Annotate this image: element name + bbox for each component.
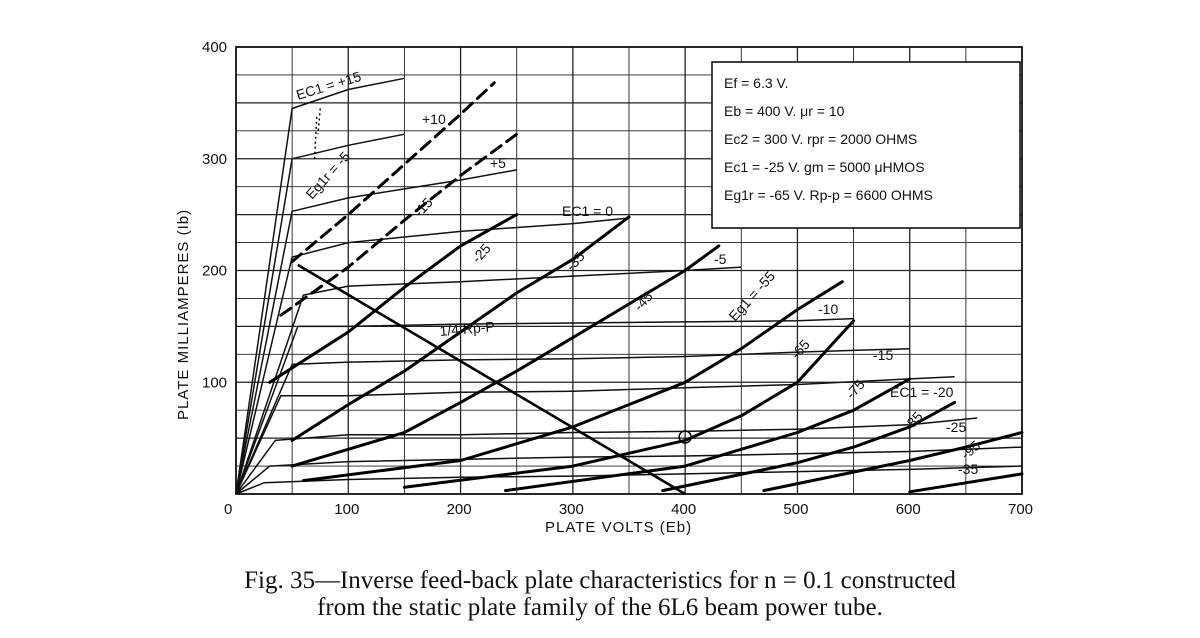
label-plus10: +10 [422, 111, 446, 127]
info-line-4: Ec1 = -25 V. gm = 5000 μHMOS [724, 159, 925, 175]
label-ec1-minus20: EC1 = -20 [890, 384, 954, 400]
info-box: Ef = 6.3 V. Eb = 400 V. μr = 10 Ec2 = 30… [711, 61, 1021, 229]
operating-point-marker [678, 430, 692, 444]
feedback-grid-curve [661, 400, 957, 493]
y-tick-label: 300 [202, 151, 227, 168]
feedback-grid-curve [290, 81, 496, 264]
plate-curve [235, 217, 630, 495]
feedback-grid-curve [402, 319, 856, 489]
load-line [297, 263, 686, 496]
plate-curve [235, 417, 978, 495]
info-line-5: Eg1r = -65 V. Rp-p = 6600 OHMS [724, 187, 933, 203]
label-ec1-plus15: EC1 = +15 [294, 68, 363, 103]
plate-curve [235, 169, 517, 495]
label-grid-minus45: -45 [630, 288, 656, 314]
plate-curve [235, 133, 405, 495]
feedback-grid-curve [504, 377, 912, 493]
y-tick-label: 200 [202, 263, 227, 280]
x-tick-label: 0 [224, 501, 232, 518]
label-ec1-0: EC1 = 0 [562, 203, 613, 219]
plot-frame [235, 46, 1023, 495]
feedback-grid-curve [301, 280, 844, 483]
plate-curve [235, 77, 405, 495]
label-minus10: -10 [818, 301, 838, 317]
figure-caption-line-2: from the static plate family of the 6L6 … [317, 594, 883, 621]
feedback-grid-curve [908, 472, 1024, 494]
plate-curve [235, 465, 1023, 495]
label-minus5: -5 [714, 251, 727, 267]
dotted-transition [313, 114, 318, 159]
axes [235, 46, 1023, 495]
plate-characteristics-chart: 0 100 200 300 400 500 600 700 100 200 300 400 PLATE… [175, 39, 1033, 536]
plate-curve [235, 347, 910, 495]
x-axis-label: PLATE VOLTS (Eb) [545, 519, 692, 536]
dotted-arrow [317, 108, 321, 135]
y-tick-label: 100 [202, 374, 227, 391]
x-tick-label: 700 [1008, 501, 1033, 518]
feedback-grid-curve [762, 431, 1024, 493]
figure-caption-line-1: Fig. 35—Inverse feed-back plate characte… [244, 567, 956, 594]
label-minus25: -25 [946, 419, 966, 435]
plate-curve [235, 375, 955, 495]
label-grid-minus65: -65 [787, 336, 813, 362]
label-grid-minus25: -25 [468, 240, 494, 266]
label-eg1-minus55: Eg1 = -55 [725, 268, 778, 324]
label-minus15: -15 [873, 347, 893, 363]
y-axis-label: PLATE MILLIAMPERES (Ib) [175, 209, 192, 420]
feedback-grid-curve [290, 215, 631, 442]
info-line-2: Eb = 400 V. μr = 10 [724, 103, 845, 119]
x-tick-label: 600 [896, 501, 921, 518]
x-tick-label: 500 [783, 501, 808, 518]
feedback-grid-curve [290, 244, 721, 468]
info-line-3: Ec2 = 300 V. rpr = 2000 OHMS [724, 131, 917, 147]
feedback-grid-curve [279, 132, 519, 317]
label-eg1r-minus5: Eg1r = -5 [302, 148, 353, 202]
x-tick-label: 400 [671, 501, 696, 518]
x-tick-label: 300 [559, 501, 584, 518]
info-line-1: Ef = 6.3 V. [724, 75, 788, 91]
chart-extras [297, 108, 692, 496]
label-grid-minus95: -95 [958, 437, 984, 462]
label-minus35: -35 [958, 461, 978, 477]
feedback-grid-curve [268, 213, 519, 384]
label-plus5: +5 [490, 155, 506, 171]
y-tick-label: 400 [202, 39, 227, 56]
label-rpp: 1/4 Rp-P [439, 318, 495, 339]
feedback-grid-curves [268, 81, 1024, 494]
label-grid-minus75: -75 [842, 376, 868, 402]
info-box-frame [711, 61, 1021, 229]
plate-curves [235, 77, 1023, 495]
tick-labels: 0 100 200 300 400 500 600 700 100 200 300 400 [202, 39, 1033, 518]
x-tick-label: 100 [334, 501, 359, 518]
x-tick-label: 200 [447, 501, 472, 518]
